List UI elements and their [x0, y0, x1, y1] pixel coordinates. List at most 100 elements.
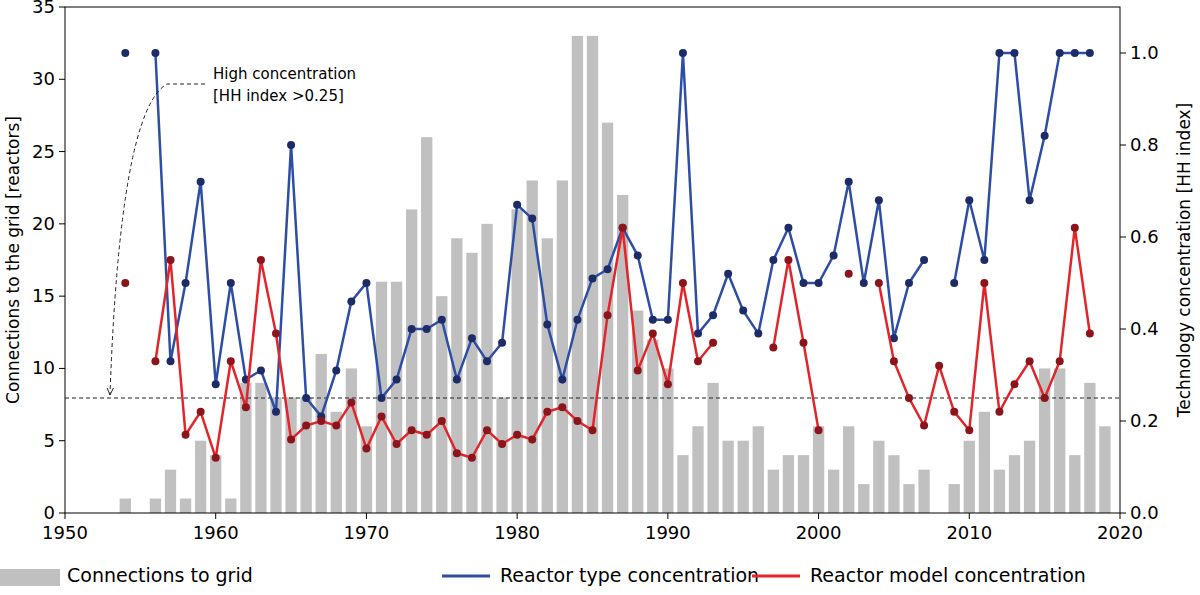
marker — [197, 178, 205, 186]
marker — [453, 376, 461, 384]
marker — [332, 422, 340, 430]
marker — [483, 426, 491, 434]
y-tick-label: 0 — [44, 502, 55, 523]
x-tick-label: 1970 — [344, 522, 390, 543]
marker — [980, 279, 988, 287]
y-axis-label: Connections to the grid [reactors] — [3, 116, 23, 404]
marker — [619, 224, 627, 232]
bar — [120, 499, 131, 513]
marker — [679, 49, 687, 57]
x-tick-label: 1950 — [42, 522, 88, 543]
marker — [287, 435, 295, 443]
bar — [180, 499, 191, 513]
marker — [182, 431, 190, 439]
marker — [257, 366, 265, 374]
bar — [255, 383, 266, 513]
marker — [121, 279, 129, 287]
bar — [346, 368, 357, 513]
marker — [784, 224, 792, 232]
marker — [634, 366, 642, 374]
marker — [905, 279, 913, 287]
y2-tick — [1120, 145, 1126, 146]
x-tick — [818, 513, 819, 519]
marker — [528, 435, 536, 443]
y-tick-label: 35 — [32, 0, 55, 17]
marker — [438, 417, 446, 425]
bar — [873, 441, 884, 513]
bar — [617, 195, 628, 513]
marker — [1071, 49, 1079, 57]
marker — [453, 449, 461, 457]
y2-tick-label: 0.2 — [1130, 410, 1159, 431]
x-tick-label: 2010 — [946, 522, 992, 543]
marker — [393, 440, 401, 448]
bar — [270, 397, 281, 513]
bar — [738, 441, 749, 513]
y-tick — [59, 223, 65, 224]
marker — [573, 316, 581, 324]
bar — [1024, 441, 1035, 513]
y2-tick-label: 0.6 — [1130, 226, 1159, 247]
marker — [242, 403, 250, 411]
marker — [513, 201, 521, 209]
marker — [1026, 357, 1034, 365]
marker — [212, 380, 220, 388]
marker — [1041, 132, 1049, 140]
bar — [225, 499, 236, 513]
marker — [860, 279, 868, 287]
marker — [302, 422, 310, 430]
marker — [468, 334, 476, 342]
annotation-arrow — [110, 84, 205, 395]
marker — [483, 357, 491, 365]
marker — [1086, 330, 1094, 338]
marker — [784, 256, 792, 264]
marker — [378, 394, 386, 402]
bar — [903, 484, 914, 513]
bar — [994, 470, 1005, 513]
marker — [800, 279, 808, 287]
bar — [376, 282, 387, 513]
marker — [905, 394, 913, 402]
bar — [165, 470, 176, 513]
marker — [664, 316, 672, 324]
marker — [1011, 49, 1019, 57]
marker — [1041, 394, 1049, 402]
marker — [332, 366, 340, 374]
bar — [557, 180, 568, 513]
marker — [920, 256, 928, 264]
marker — [604, 311, 612, 319]
y-tick-label: 25 — [32, 141, 55, 162]
marker — [543, 320, 551, 328]
bar — [511, 209, 522, 513]
bar — [587, 36, 598, 513]
marker — [875, 196, 883, 204]
marker — [965, 426, 973, 434]
marker — [980, 256, 988, 264]
marker — [227, 357, 235, 365]
marker — [1026, 196, 1034, 204]
marker — [513, 431, 521, 439]
bar — [888, 455, 899, 513]
line — [155, 228, 1089, 458]
y-tick — [59, 440, 65, 441]
y-tick — [59, 79, 65, 80]
bar — [316, 354, 327, 513]
marker — [815, 426, 823, 434]
marker — [167, 357, 175, 365]
y2-tick-label: 0.0 — [1130, 502, 1159, 523]
y-tick-label: 30 — [32, 68, 55, 89]
frame — [65, 7, 1120, 513]
y-tick-label: 5 — [44, 430, 55, 451]
marker — [995, 49, 1003, 57]
bar — [436, 296, 447, 513]
bar — [828, 470, 839, 513]
x-tick — [215, 513, 216, 519]
bar — [798, 455, 809, 513]
legend-label: Connections to grid — [67, 564, 253, 586]
marker — [1071, 224, 1079, 232]
bar — [813, 426, 824, 513]
legend-label: Reactor model concentration — [810, 564, 1086, 586]
bar — [1054, 368, 1065, 513]
marker — [709, 311, 717, 319]
bar — [979, 412, 990, 513]
